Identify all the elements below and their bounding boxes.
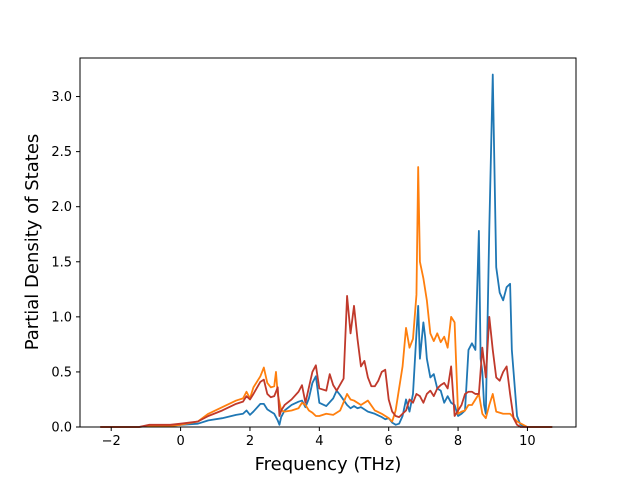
y-tick-label: 0.0: [51, 421, 72, 436]
x-tick-label: 4: [315, 434, 323, 449]
x-axis-ticks: −2 0 2 4 6 8 10: [102, 427, 536, 449]
y-tick-label: 1.5: [51, 255, 72, 270]
x-tick-label: 8: [454, 434, 462, 449]
y-tick-label: 3.0: [51, 90, 72, 105]
series-layer: [99, 73, 553, 428]
x-tick-label: 2: [246, 434, 254, 449]
y-axis-label: Partial Density of States: [22, 134, 43, 351]
y-tick-label: 0.5: [51, 365, 72, 380]
plot-frame: [79, 57, 577, 428]
series-line-3: [99, 295, 553, 428]
x-tick-label: 0: [176, 434, 184, 449]
x-axis-label: Frequency (THz): [255, 454, 402, 475]
series-line-2: [99, 166, 553, 428]
y-tick-label: 1.0: [51, 310, 72, 325]
y-tick-label: 2.0: [51, 200, 72, 215]
y-axis-ticks: 0.0 0.5 1.0 1.5 2.0 2.5 3.0: [51, 90, 80, 436]
y-tick-label: 2.5: [51, 145, 72, 160]
x-tick-label: −2: [102, 434, 121, 449]
plot-background: [80, 58, 576, 427]
x-tick-label: 10: [519, 434, 536, 449]
x-tick-label: 6: [385, 434, 393, 449]
